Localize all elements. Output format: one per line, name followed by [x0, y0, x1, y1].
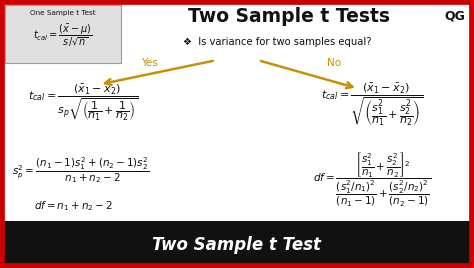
Text: ❖  Is variance for two samples equal?: ❖ Is variance for two samples equal? — [183, 36, 372, 47]
Text: $df = \dfrac{\left[\dfrac{s_1^2}{n_1}+\dfrac{s_2^2}{n_2}\right]^2}{\dfrac{(s_1^2: $df = \dfrac{\left[\dfrac{s_1^2}{n_1}+\d… — [313, 150, 431, 208]
Text: Yes: Yes — [141, 58, 158, 68]
Text: Two Sample t Tests: Two Sample t Tests — [188, 7, 390, 26]
Text: One Sample t Test: One Sample t Test — [30, 10, 96, 16]
FancyBboxPatch shape — [5, 5, 121, 63]
Text: $t_{cal} = \dfrac{(\bar{x}_1 - \bar{x}_2)}{s_p\sqrt{\left(\dfrac{1}{n_1}+\dfrac{: $t_{cal} = \dfrac{(\bar{x}_1 - \bar{x}_2… — [28, 82, 138, 123]
Text: No: No — [327, 58, 341, 68]
Text: Two Sample t Test: Two Sample t Test — [153, 236, 321, 254]
Text: QG: QG — [445, 9, 465, 23]
Bar — [0, 221, 474, 268]
Text: $s_p^2 = \dfrac{(n_1-1)s_1^2+(n_2-1)s_2^2}{n_1+n_2-2}$: $s_p^2 = \dfrac{(n_1-1)s_1^2+(n_2-1)s_2^… — [12, 155, 149, 185]
Text: $df = n_1+n_2-2$: $df = n_1+n_2-2$ — [34, 200, 113, 213]
Text: $t_{cal} = \dfrac{(\bar{x} - \mu)}{s/\sqrt{n}}$: $t_{cal} = \dfrac{(\bar{x} - \mu)}{s/\sq… — [33, 22, 92, 49]
Text: $t_{cal} = \dfrac{(\bar{x}_1 - \bar{x}_2)}{\sqrt{\left(\dfrac{s_1^2}{n_1}+\dfrac: $t_{cal} = \dfrac{(\bar{x}_1 - \bar{x}_2… — [321, 82, 423, 128]
